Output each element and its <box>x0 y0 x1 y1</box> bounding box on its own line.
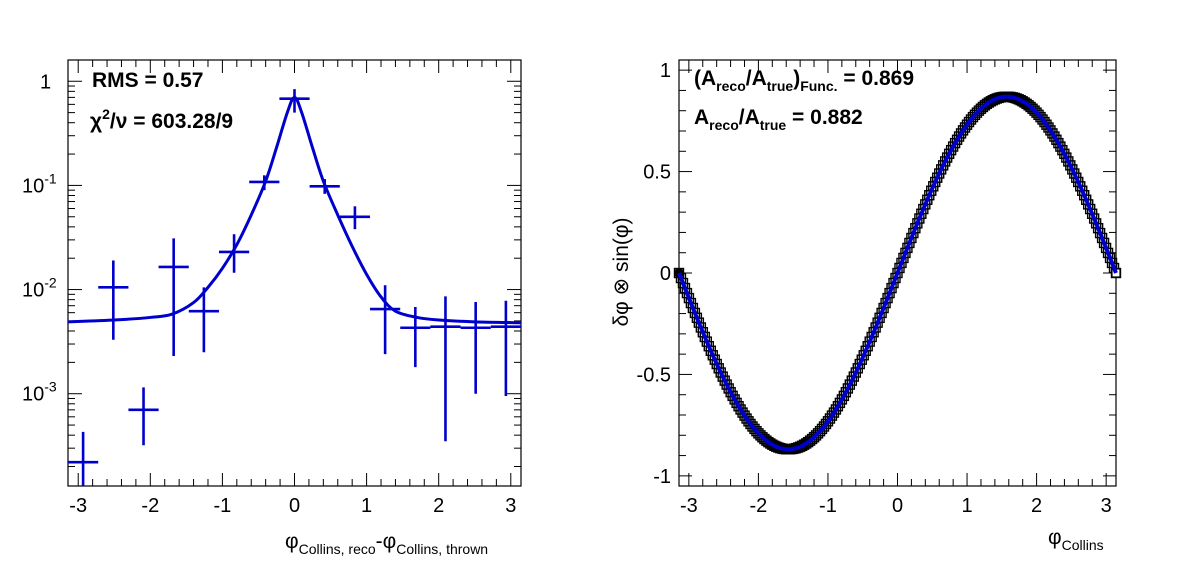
right-x-tick-label: 3 <box>1101 495 1112 517</box>
left-data-point <box>339 206 371 230</box>
rl2-mid: /A <box>739 106 760 129</box>
left-data-point <box>430 296 461 442</box>
left-chi2-base: χ <box>90 110 102 133</box>
right-ratio-label: Areco/Atrue = 0.882 <box>694 106 863 133</box>
right-xlabel-sub: Collins <box>1062 537 1104 553</box>
left-y-tick-base: 10 <box>22 280 44 302</box>
rl2-tail: = 0.882 <box>786 106 862 129</box>
right-x-tick-label: -2 <box>750 495 768 517</box>
left-data-point <box>490 300 521 397</box>
rl1-sub3: Func. <box>800 78 837 94</box>
left-data-point <box>370 285 401 355</box>
left-x-tick-label: -2 <box>141 495 159 517</box>
left-data-point <box>158 238 189 357</box>
left-rms-label: RMS = 0.57 <box>92 69 203 92</box>
right-x-tick-label: 1 <box>961 495 972 517</box>
right-x-tick-label: 2 <box>1031 495 1042 517</box>
left-y-tick-exp: -3 <box>44 379 57 395</box>
right-y-tick-label: 1 <box>660 60 671 82</box>
right-func-ratio-label: (Areco/Atrue)Func. = 0.869 <box>694 67 914 94</box>
left-data-point <box>309 179 340 194</box>
left-y-tick-label: 10-3 <box>22 379 57 406</box>
left-x-tick-label: 2 <box>433 495 444 517</box>
rl1-sub1: reco <box>716 78 746 94</box>
left-data-point <box>218 234 250 273</box>
rl2-main: A <box>694 106 709 129</box>
left-data-point <box>188 287 219 353</box>
left-chi2-sup: 2 <box>102 106 110 122</box>
left-x-tick-label: 3 <box>505 495 516 517</box>
right-x-tick-label: -3 <box>680 495 698 517</box>
left-data-point <box>460 301 491 394</box>
rl2-sub1: reco <box>709 117 739 133</box>
left-y-tick-base: 10 <box>22 175 44 197</box>
left-chi2-label: χ2/ν = 603.28/9 <box>90 106 233 133</box>
left-data-point <box>400 307 431 368</box>
right-fit-curve <box>677 94 1118 452</box>
right-y-tick-label: -1 <box>653 466 671 488</box>
left-xlabel-sub1: Collins, reco <box>299 541 376 557</box>
left-data-point <box>128 387 159 446</box>
left-xlabel-main2: -φ <box>376 530 397 553</box>
left-y-tick-label: 1 <box>40 71 51 93</box>
left-axis-ticks <box>68 60 521 486</box>
right-y-tick-label: -0.5 <box>637 364 671 386</box>
left-chi2-tail: /ν = 603.28/9 <box>110 110 233 133</box>
left-y-tick-base: 10 <box>22 384 44 406</box>
left-data-point <box>98 260 129 340</box>
rl1-tail: = 0.869 <box>838 67 914 90</box>
left-y-tick-exp: -2 <box>44 275 57 291</box>
right-y-axis-title: δφ ⊗ sin(φ) <box>610 217 633 326</box>
left-y-tick-label: 10-1 <box>22 170 57 197</box>
right-xlabel-main: φ <box>1048 526 1062 549</box>
right-y-tick-label: 0 <box>660 263 671 285</box>
left-y-tick-exp: -1 <box>44 170 57 186</box>
left-y-tick-label: 10-2 <box>22 275 57 302</box>
right-x-tick-label: -1 <box>819 495 837 517</box>
rl1-mid: /A <box>746 67 767 90</box>
left-y-tick-base: 1 <box>40 71 51 93</box>
left-xlabel-sub2: Collins, thrown <box>396 541 488 557</box>
left-x-tick-label: 1 <box>361 495 372 517</box>
left-x-tick-label: -1 <box>214 495 232 517</box>
right-y-tick-label: 0.5 <box>643 162 671 184</box>
right-panel: -3 -2 -1 0 1 2 310.50-0.5-1 (Areco/Atrue)Func.… <box>610 59 1122 553</box>
rl1-close: ) <box>793 67 800 90</box>
rl1-sub2: true <box>767 78 794 94</box>
left-xlabel-main1: φ <box>285 530 299 553</box>
right-x-tick-label: 0 <box>892 495 903 517</box>
right-fit-curve-layer <box>677 94 1118 452</box>
left-data-points <box>68 89 521 486</box>
left-x-tick-label: -3 <box>69 495 87 517</box>
left-x-axis-title: φCollins, reco-φCollins, thrown <box>285 530 488 557</box>
right-tick-labels: -3 -2 -1 0 1 2 3 1 0.5 0 -0.5 -1 <box>637 60 1112 517</box>
left-data-point <box>249 175 280 191</box>
right-x-axis-title: φCollins <box>1048 526 1104 553</box>
left-x-tick-label: 0 <box>289 495 300 517</box>
left-data-point <box>68 431 99 486</box>
left-data-point <box>279 89 310 113</box>
rl2-sub2: true <box>760 117 787 133</box>
rl1-main: (A <box>694 67 716 90</box>
